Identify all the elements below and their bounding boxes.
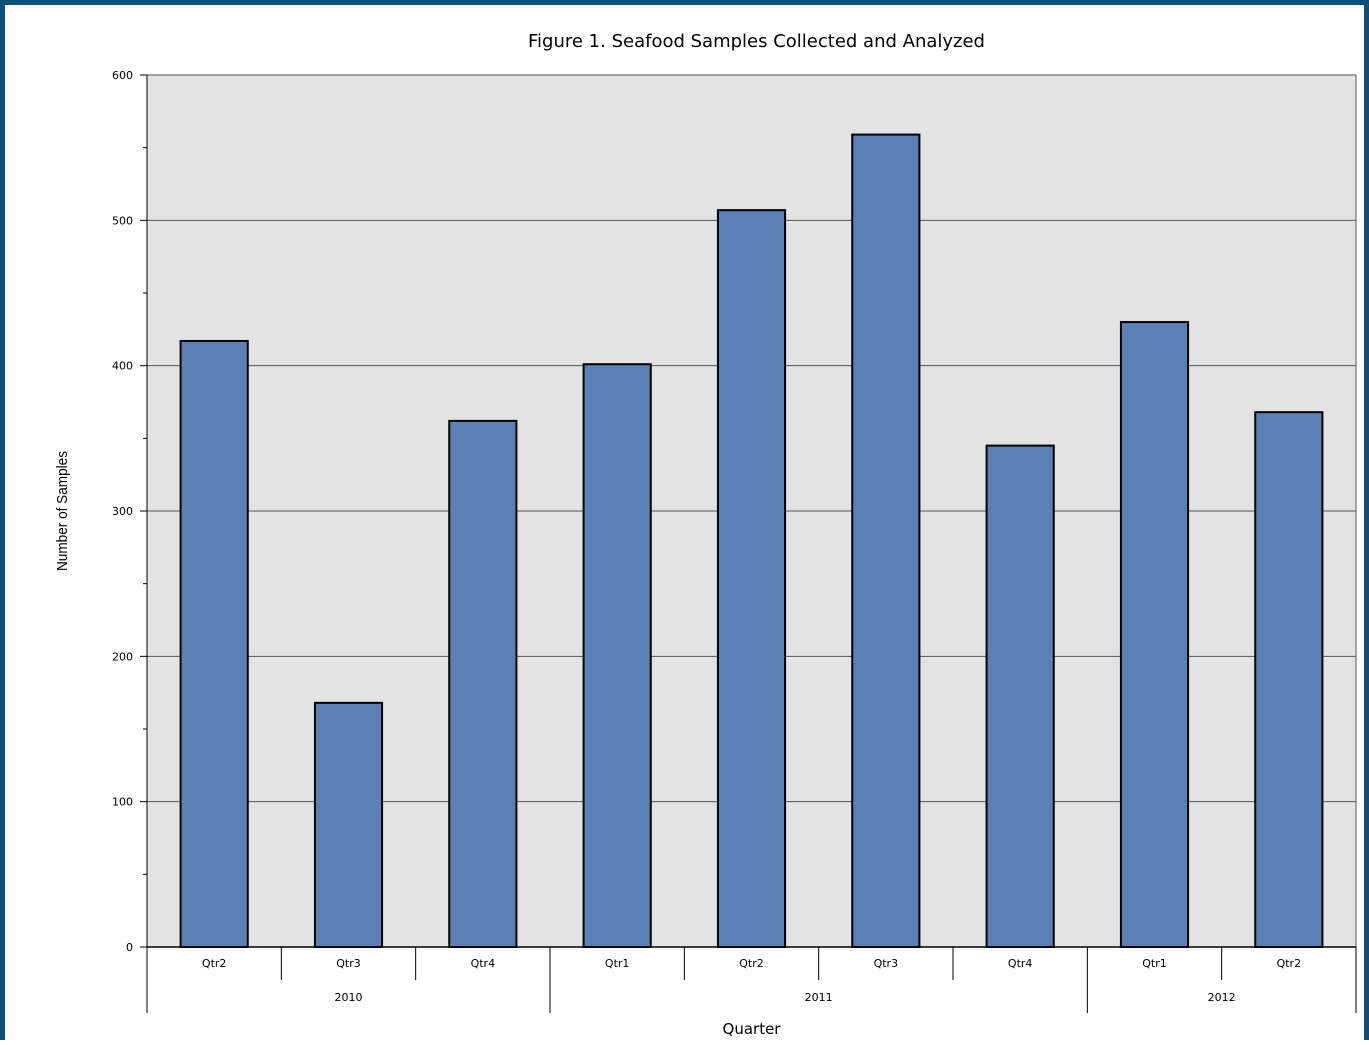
x-category-label: Qtr1: [605, 957, 630, 970]
y-axis-title: Number of Samples: [54, 451, 71, 571]
x-category-label: Qtr4: [471, 957, 496, 970]
bar-chart: 0 100 200 300 400 500 600 Qtr2 Qtr3 Qtr4 Qtr1 Qtr2 Q…: [54, 31, 1357, 1038]
y-tick-label: 300: [112, 505, 133, 518]
y-tick-label: 500: [112, 214, 133, 227]
bar-qtr3-5: [851, 133, 921, 948]
x-category-label: Qtr3: [336, 957, 361, 970]
bar-qtr2-8: [1254, 411, 1324, 948]
x-category-label: Qtr3: [874, 957, 899, 970]
chart-title: Figure 1. Seafood Samples Collected and …: [528, 31, 985, 52]
x-category-label: Qtr1: [1142, 957, 1167, 970]
x-group-label: 2012: [1208, 991, 1236, 1004]
x-category-label: Qtr2: [1277, 957, 1302, 970]
x-axis-title: Quarter: [723, 1020, 782, 1038]
bar-qtr1-3: [582, 363, 652, 949]
bar-qtr4-6: [985, 444, 1055, 948]
y-tick-label: 0: [126, 941, 133, 954]
bar-qtr3-1: [313, 701, 384, 949]
y-tick-label: 400: [112, 360, 133, 373]
x-category-label: Qtr4: [1008, 957, 1033, 970]
y-tick-label: 200: [112, 650, 133, 663]
x-category-label: Qtr2: [739, 957, 764, 970]
y-tick-label: 600: [112, 69, 133, 82]
x-group-label: 2011: [805, 991, 833, 1004]
x-group-label: 2010: [335, 991, 363, 1004]
bar-qtr2-0: [179, 339, 249, 948]
y-tick-label: 100: [112, 796, 133, 809]
bar-qtr1-7: [1119, 321, 1190, 949]
bar-qtr4-2: [448, 419, 518, 949]
x-category-label: Qtr2: [202, 957, 227, 970]
bar-qtr2-4: [716, 209, 787, 949]
